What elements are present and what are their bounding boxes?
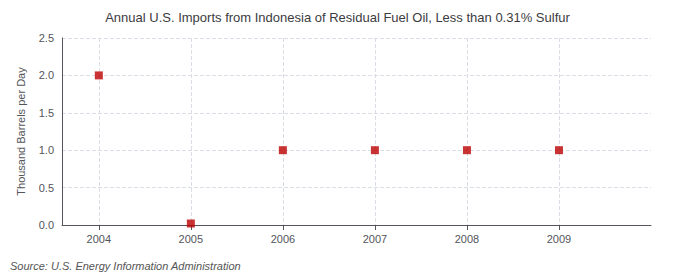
svg-text:Source: U.S. Energy Informatio: Source: U.S. Energy Information Administ…: [10, 260, 241, 272]
svg-text:2007: 2007: [363, 233, 387, 245]
svg-text:2.5: 2.5: [39, 32, 54, 44]
svg-text:2006: 2006: [271, 233, 295, 245]
svg-text:2005: 2005: [179, 233, 203, 245]
svg-text:0.0: 0.0: [39, 219, 54, 231]
svg-text:1.0: 1.0: [39, 144, 54, 156]
svg-text:2004: 2004: [87, 233, 111, 245]
svg-text:2.0: 2.0: [39, 69, 54, 81]
svg-text:2008: 2008: [455, 233, 479, 245]
svg-text:2009: 2009: [547, 233, 571, 245]
svg-text:Thousand Barrels per Day: Thousand Barrels per Day: [15, 67, 27, 196]
svg-text:1.5: 1.5: [39, 107, 54, 119]
svg-text:Annual U.S. Imports from Indon: Annual U.S. Imports from Indonesia of Re…: [105, 10, 570, 25]
svg-text:0.5: 0.5: [39, 182, 54, 194]
